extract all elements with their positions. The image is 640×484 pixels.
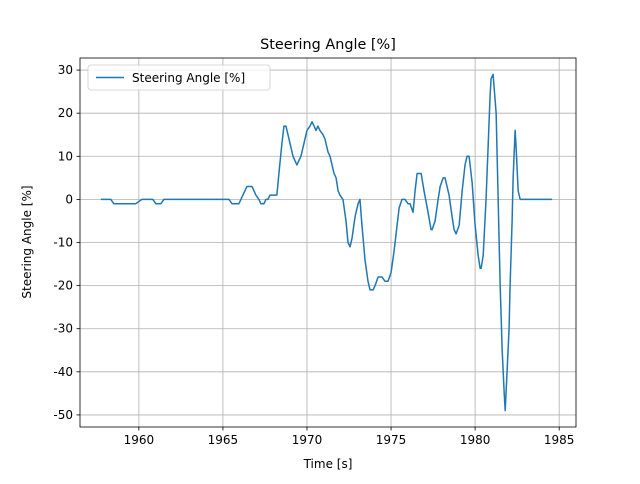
y-tick-label: -40 (53, 365, 73, 379)
y-tick-label: -20 (53, 279, 73, 293)
data-line (100, 73, 553, 412)
y-tick-label: -30 (53, 322, 73, 336)
legend-label: Steering Angle [%] (132, 71, 245, 85)
y-tick-label: -50 (53, 408, 73, 422)
y-tick-label: 10 (58, 149, 73, 163)
y-tick-label: 20 (58, 106, 73, 120)
x-tick-label: 1980 (460, 433, 491, 447)
x-tick-label: 1985 (544, 433, 575, 447)
x-tick-label: 1975 (376, 433, 407, 447)
x-axis-label: Time [s] (303, 457, 353, 471)
legend-box (87, 64, 271, 91)
chart-title: Steering Angle [%] (260, 37, 396, 53)
y-axis-label: Steering Angle [%] (20, 185, 34, 298)
x-tick-label: 1960 (124, 433, 155, 447)
y-tick-label: 30 (58, 63, 73, 77)
x-tick-label: 1970 (292, 433, 323, 447)
y-tick-label: -10 (53, 236, 73, 250)
plot-frame (79, 57, 577, 428)
y-tick-label: 0 (65, 192, 73, 206)
x-tick-label: 1965 (208, 433, 239, 447)
